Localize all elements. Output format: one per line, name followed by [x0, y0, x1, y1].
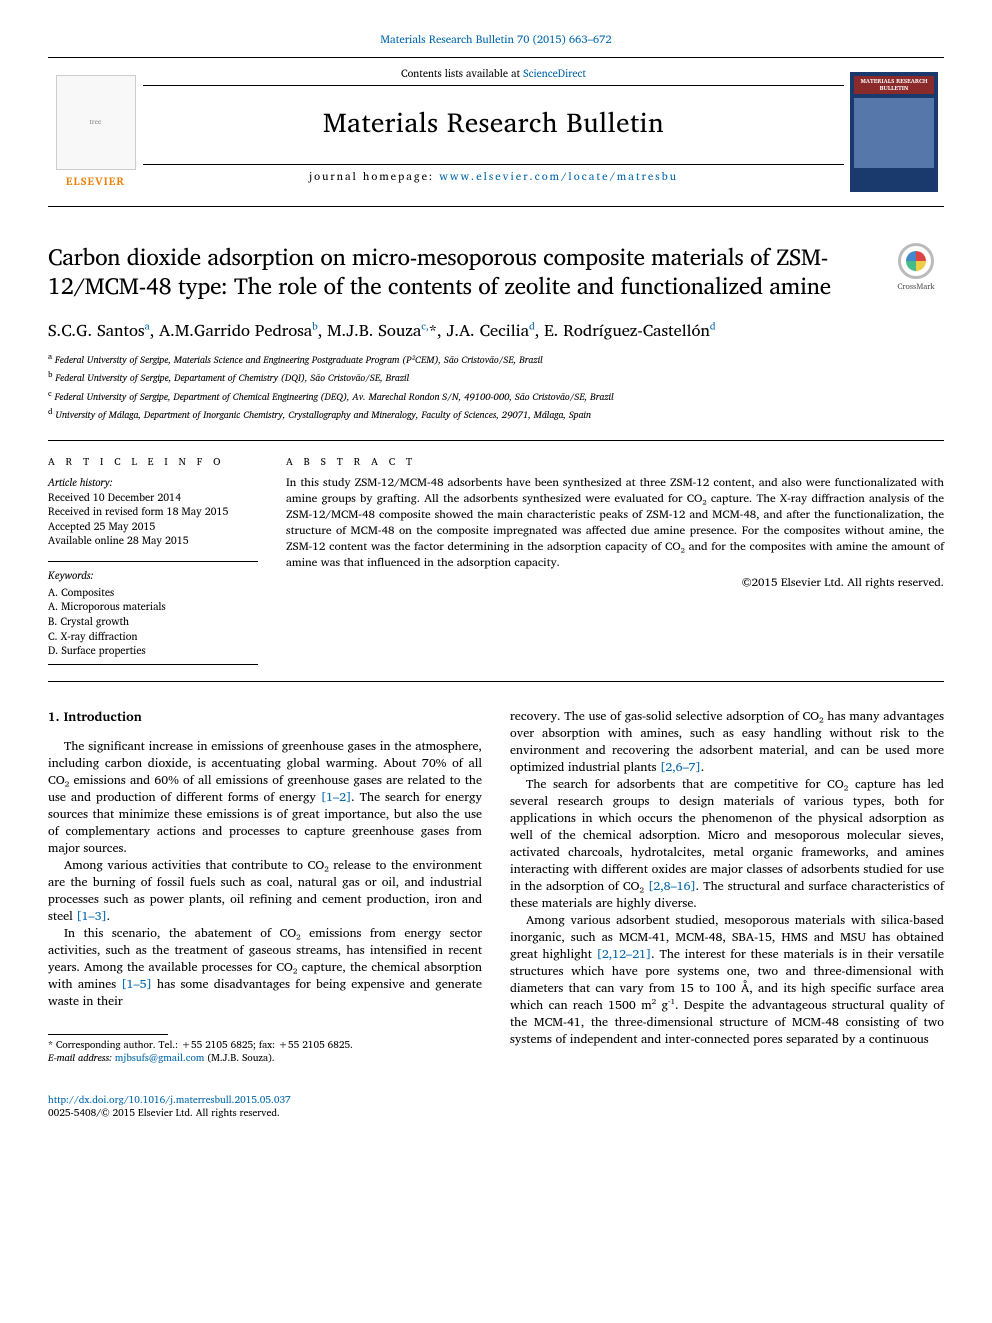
- doi-block: http://dx.doi.org/10.1016/j.materresbull…: [48, 1094, 482, 1121]
- paragraph: Among various activities that contribute…: [48, 857, 482, 925]
- paragraph: The significant increase in emissions of…: [48, 738, 482, 857]
- divider: [48, 664, 258, 665]
- citation-link[interactable]: [1–5]: [121, 974, 151, 994]
- abstract-column: A B S T R A C T In this study ZSM-12/MCM…: [286, 455, 944, 666]
- affiliations-block: a Federal University of Sergipe, Materia…: [48, 350, 944, 424]
- divider: [48, 681, 944, 682]
- journal-homepage-line: journal homepage: www.elsevier.com/locat…: [143, 164, 844, 184]
- email-label: E-mail address:: [48, 1050, 115, 1066]
- crossmark-label: CrossMark: [897, 281, 934, 292]
- affiliation-item: a Federal University of Sergipe, Materia…: [48, 350, 944, 368]
- journal-homepage-link[interactable]: www.elsevier.com/locate/matresbu: [439, 167, 678, 185]
- contents-lists-line: Contents lists available at ScienceDirec…: [143, 66, 844, 86]
- running-head: Materials Research Bulletin 70 (2015) 66…: [48, 32, 944, 47]
- sciencedirect-link[interactable]: ScienceDirect: [523, 64, 586, 82]
- body-right-column: recovery. The use of gas-solid selective…: [510, 708, 944, 1120]
- paragraph: recovery. The use of gas-solid selective…: [510, 708, 944, 776]
- journal-name: Materials Research Bulletin: [323, 104, 664, 142]
- corresponding-author-footnote: * Corresponding author. Tel.: +55 2105 6…: [48, 1039, 482, 1066]
- contents-prefix: Contents lists available at: [401, 64, 523, 82]
- authors-line: S.C.G. Santosa, A.M.Garrido Pedrosab, M.…: [48, 319, 944, 342]
- elsevier-wordmark: ELSEVIER: [66, 174, 125, 189]
- issn-copyright: 0025-5408/© 2015 Elsevier Ltd. All right…: [48, 1105, 280, 1121]
- email-tail: (M.J.B. Souza).: [204, 1050, 274, 1066]
- section-1-heading: 1. Introduction: [48, 708, 482, 726]
- paragraph: Among various adsorbent studied, mesopor…: [510, 912, 944, 1048]
- elsevier-tree-icon: tree: [56, 75, 136, 170]
- article-title: Carbon dioxide adsorption on micro-mesop…: [48, 243, 868, 301]
- abstract-heading: A B S T R A C T: [286, 455, 944, 469]
- keyword-item: D. Surface properties: [48, 643, 258, 658]
- article-info-heading: A R T I C L E I N F O: [48, 455, 258, 469]
- journal-cover-thumbnail: MATERIALS RESEARCH BULLETIN: [844, 58, 944, 206]
- affiliation-item: d University of Málaga, Department of In…: [48, 405, 944, 423]
- elsevier-logo: tree ELSEVIER: [48, 58, 143, 206]
- body-left-column: 1. Introduction The significant increase…: [48, 708, 482, 1120]
- affiliation-item: b Federal University of Sergipe, Departa…: [48, 368, 944, 386]
- history-item: Available online 28 May 2015: [48, 533, 258, 547]
- keywords-heading: Keywords:: [48, 568, 258, 583]
- corresponding-email-link[interactable]: mjbsufs@gmail.com: [115, 1050, 204, 1066]
- journal-header: tree ELSEVIER Contents lists available a…: [48, 57, 944, 207]
- cover-image-icon: [854, 98, 934, 168]
- footnote-rule: [48, 1034, 168, 1035]
- paragraph: In this scenario, the abatement of CO₂ e…: [48, 925, 482, 1010]
- article-info-column: A R T I C L E I N F O Article history: R…: [48, 455, 258, 666]
- copyright-line: ©2015 Elsevier Ltd. All rights reserved.: [286, 575, 944, 591]
- paragraph: The search for adsorbents that are compe…: [510, 776, 944, 912]
- crossmark-badge[interactable]: CrossMark: [888, 243, 944, 299]
- crossmark-icon: [898, 243, 934, 279]
- affiliation-item: c Federal University of Sergipe, Departm…: [48, 387, 944, 405]
- cover-title: MATERIALS RESEARCH BULLETIN: [854, 76, 934, 93]
- homepage-prefix: journal homepage:: [309, 167, 439, 185]
- history-heading: Article history:: [48, 475, 258, 490]
- abstract-text: In this study ZSM-12/MCM-48 adsorbents h…: [286, 475, 944, 572]
- divider: [48, 440, 944, 441]
